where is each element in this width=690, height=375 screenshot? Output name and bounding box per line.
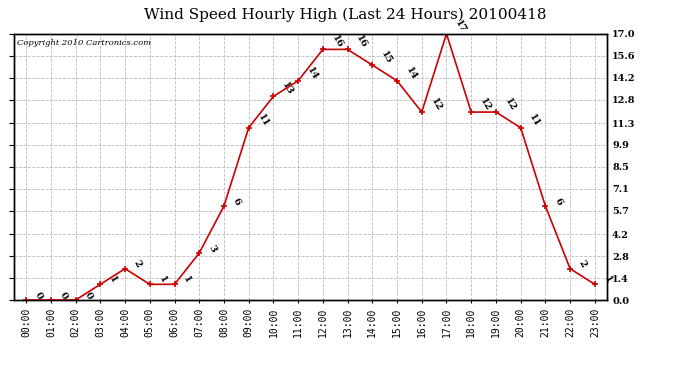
Text: 0: 0 — [83, 290, 94, 301]
Text: Wind Speed Hourly High (Last 24 Hours) 20100418: Wind Speed Hourly High (Last 24 Hours) 2… — [144, 8, 546, 22]
Text: 11: 11 — [255, 112, 270, 128]
Text: 16: 16 — [355, 34, 369, 50]
Text: 0: 0 — [33, 290, 44, 301]
Text: 12: 12 — [428, 97, 443, 112]
Text: 6: 6 — [552, 196, 564, 207]
Text: 0: 0 — [58, 290, 69, 301]
Text: 14: 14 — [404, 65, 418, 81]
Text: 3: 3 — [206, 243, 217, 254]
Text: 17: 17 — [453, 18, 468, 34]
Text: 13: 13 — [280, 81, 295, 97]
Text: 12: 12 — [503, 97, 518, 112]
Text: 2: 2 — [577, 259, 589, 269]
Text: 1: 1 — [107, 275, 119, 285]
Text: 16: 16 — [330, 34, 344, 50]
Text: 14: 14 — [305, 65, 319, 81]
Text: Copyright 2010 Cartronics.com: Copyright 2010 Cartronics.com — [17, 39, 151, 47]
Text: 1: 1 — [602, 275, 613, 285]
Text: 1: 1 — [157, 275, 168, 285]
Text: 11: 11 — [528, 112, 542, 128]
Text: 1: 1 — [181, 275, 193, 285]
Text: 6: 6 — [231, 196, 242, 207]
Text: 2: 2 — [132, 259, 144, 269]
Text: 12: 12 — [478, 97, 493, 112]
Text: 15: 15 — [380, 50, 394, 66]
